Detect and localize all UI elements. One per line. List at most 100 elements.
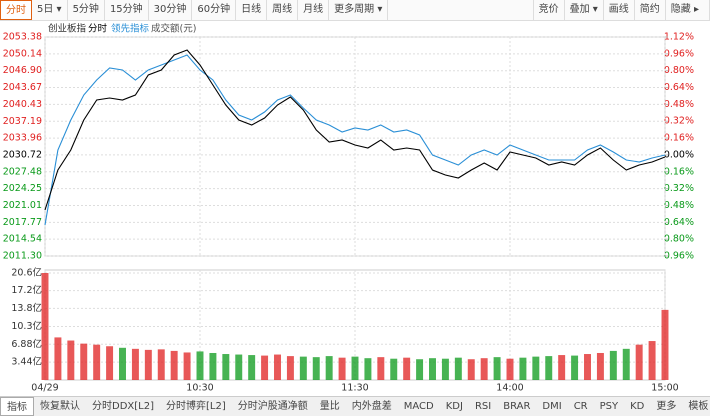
indicator-tab[interactable]: BRAR	[503, 401, 531, 412]
volume-bar	[93, 344, 101, 380]
legend-title: 创业板指	[48, 23, 87, 35]
indicator-tab[interactable]: 分时沪股通净额	[237, 401, 308, 412]
y-tick-label: 2014.54	[3, 234, 42, 245]
y2-tick-label: 0.96%	[664, 48, 694, 59]
indicator-tab[interactable]: 恢复默认	[40, 401, 80, 412]
volume-bar	[248, 355, 256, 380]
volume-bar	[377, 357, 385, 380]
volume-bar	[622, 348, 630, 380]
period-tab[interactable]: 60分钟	[192, 0, 237, 20]
indicator-tab[interactable]: KDJ	[445, 401, 463, 412]
volume-bar	[390, 358, 398, 380]
period-tab[interactable]: 15分钟	[105, 0, 149, 20]
volume-tick-label: 10.3亿	[11, 320, 42, 332]
volume-bar	[299, 356, 307, 380]
y2-tick-label: 0.32%	[664, 116, 694, 127]
y2-tick-label: 0.48%	[664, 200, 694, 211]
period-tab[interactable]: 5分钟	[68, 0, 105, 20]
volume-tick-label: 13.8亿	[11, 302, 42, 314]
y-tick-label: 2017.77	[3, 217, 42, 228]
toolbar-right: 竞价 叠加 ▾ 画线 简约 隐藏 ▸	[528, 0, 710, 20]
volume-bar	[596, 352, 604, 380]
tool-button[interactable]: 叠加 ▾	[563, 0, 603, 20]
indicator-tab[interactable]: 分时博弈[L2]	[166, 401, 226, 412]
volume-bar	[661, 309, 669, 380]
indicator-tab[interactable]: MACD	[403, 401, 434, 412]
volume-tick-label: 6.88亿	[11, 338, 42, 350]
y2-tick-label: 0.64%	[664, 217, 694, 228]
volume-bar	[144, 349, 152, 380]
indicator-tab[interactable]: KD	[630, 401, 645, 412]
period-tab[interactable]: 日线	[236, 0, 268, 20]
y2-tick-label: 0.16%	[664, 133, 694, 144]
indicator-tab[interactable]: DMI	[542, 401, 562, 412]
volume-bar	[196, 351, 204, 380]
period-tab[interactable]: 分时	[0, 0, 32, 20]
indicator-tab[interactable]: 量比	[319, 401, 340, 412]
volume-bar	[67, 340, 75, 380]
volume-bar	[441, 358, 449, 380]
period-tab[interactable]: 5日 ▾	[32, 0, 68, 20]
y-tick-label: 2040.43	[3, 99, 42, 110]
period-tab[interactable]: 月线	[298, 0, 330, 20]
volume-bar	[312, 357, 320, 380]
x-tick-label: 14:00	[496, 383, 523, 394]
volume-bar	[454, 357, 462, 380]
indicator-tab[interactable]: 更多	[656, 401, 677, 412]
volume-bar	[506, 358, 514, 380]
y-tick-label: 2033.96	[3, 133, 42, 144]
indicator-tab[interactable]: 分时DDX[L2]	[92, 401, 154, 412]
x-tick-label: 10:30	[186, 383, 213, 394]
indicator-tab[interactable]: PSY	[599, 401, 619, 412]
y2-tick-label: 0.32%	[664, 183, 694, 194]
volume-bar	[571, 355, 579, 380]
toolbar: 分时 5日 ▾ 5分钟 15分钟 30分钟 60分钟 日线 周线 月线 更多周期 ▾ 竞价 叠加 ▾ 画…	[0, 0, 710, 21]
price-line	[44, 49, 666, 211]
y-tick-label: 2030.72	[3, 149, 42, 160]
volume-tick-label: 20.6亿	[11, 267, 42, 279]
volume-bar	[119, 347, 126, 380]
volume-bar	[261, 355, 269, 380]
y-tick-label: 2021.01	[3, 200, 42, 211]
volume-bar	[325, 356, 333, 380]
indicator-tab[interactable]: RSI	[474, 401, 492, 412]
y-tick-label: 2037.19	[3, 116, 42, 127]
price-line	[44, 54, 666, 226]
volume-bar	[467, 359, 475, 380]
volume-bar	[222, 354, 230, 380]
volume-bar	[80, 343, 88, 380]
period-tab[interactable]: 30分钟	[149, 0, 193, 20]
tool-button[interactable]: 隐藏 ▸	[664, 0, 704, 20]
period-tab[interactable]: 周线	[267, 0, 299, 20]
indicator-tab[interactable]: 内外盘差	[351, 401, 392, 412]
indicator-tab[interactable]: 指标	[0, 397, 34, 416]
y2-tick-label: 0.96%	[664, 251, 694, 262]
legend-item: 分时	[88, 23, 108, 35]
volume-bar	[351, 356, 359, 380]
y-tick-label: 2024.25	[3, 183, 42, 194]
indicator-tab[interactable]: 模板	[688, 401, 709, 412]
y2-tick-label: 0.64%	[664, 82, 694, 93]
y2-tick-label: 0.80%	[664, 234, 694, 245]
period-tab[interactable]: 更多周期 ▾	[329, 0, 389, 20]
volume-bar	[106, 346, 114, 380]
volume-bar	[157, 349, 165, 380]
tool-button[interactable]: 竞价	[532, 0, 564, 20]
volume-bar	[364, 358, 372, 380]
volume-bar	[519, 357, 527, 380]
y-tick-label: 2011.30	[3, 251, 42, 262]
y2-tick-label: 0.00%	[664, 149, 694, 160]
volume-bar	[480, 358, 488, 380]
y2-tick-label: 0.80%	[664, 65, 694, 76]
volume-bar	[648, 341, 656, 380]
indicator-tab[interactable]: CR	[573, 401, 588, 412]
volume-bar	[429, 358, 436, 380]
tool-button[interactable]: 画线	[602, 0, 634, 20]
volume-bar	[532, 356, 540, 380]
volume-bar	[545, 356, 553, 380]
volume-bar	[54, 337, 62, 380]
tool-button[interactable]: 简约	[633, 0, 665, 20]
volume-bar	[131, 348, 139, 380]
volume-bar	[635, 344, 643, 380]
x-tick-label: 04/29	[31, 383, 58, 394]
